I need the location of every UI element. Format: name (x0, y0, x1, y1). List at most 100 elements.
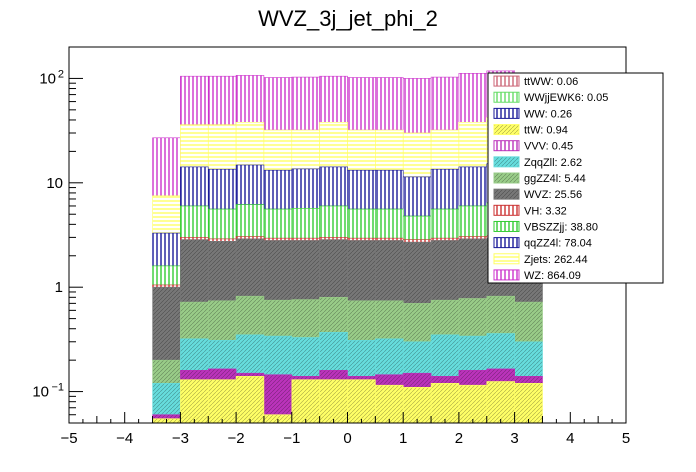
bar-zqqzll-bin-6 (319, 331, 348, 371)
bar-wz-bin-3 (235, 75, 265, 123)
bar-wvz-bin-1 (180, 239, 209, 303)
y-tick-label: 10 (32, 384, 49, 401)
bar-zqqzll-bin-11 (458, 335, 488, 371)
bar-vbszzjj-bin-7 (347, 208, 376, 239)
bar-zqqzll-bin-1 (180, 338, 209, 371)
bar-wz-bin-11 (458, 73, 488, 123)
bar-ttw-bin-1 (180, 379, 209, 424)
legend-swatch (493, 124, 520, 136)
bar-ttw-bin-3 (235, 375, 265, 424)
x-tick-label: 3 (510, 430, 518, 447)
bar-vh-bin-9 (402, 239, 432, 243)
legend-swatch (493, 107, 520, 119)
bar-zqqzll-bin-3 (235, 334, 265, 374)
bar-ttw-bin-6 (319, 379, 348, 424)
bar-vvv-bin-12 (486, 368, 515, 382)
bar-ggzz4l-bin-0 (152, 359, 181, 384)
legend-swatch (493, 172, 520, 184)
bar-qqzz4l-bin-5 (291, 168, 320, 209)
bar-zqqzll-bin-4 (263, 335, 293, 376)
y-tick-exponent: 2 (58, 68, 64, 80)
bar-vvv-bin-1 (180, 369, 209, 380)
x-tick-label: −1 (283, 430, 300, 447)
bar-qqzz4l-bin-10 (430, 168, 460, 210)
bar-wz-bin-8 (375, 77, 404, 131)
legend-entry-label: WZ: 864.09 (524, 270, 581, 282)
bar-zqqzll-bin-7 (347, 339, 376, 377)
bar-vh-bin-11 (458, 236, 488, 240)
y-tick-exponent: −1 (51, 382, 64, 394)
legend-entry-label: Zjets: 262.44 (524, 254, 588, 266)
x-tick-label: −5 (60, 430, 77, 447)
legend-entry-label: qqZZ4l: 78.04 (524, 238, 592, 250)
bar-vh-bin-1 (180, 237, 209, 240)
legend-swatch (493, 237, 520, 249)
y-tick-label: 10 (39, 70, 56, 87)
bar-vvv-bin-6 (319, 369, 348, 380)
bar-vvv-bin-2 (208, 368, 237, 380)
bar-wvz-bin-4 (263, 240, 293, 301)
bar-ggzz4l-bin-12 (486, 295, 515, 334)
legend-entry-label: VVV: 0.45 (524, 141, 573, 153)
bar-qqzz4l-bin-6 (319, 166, 348, 207)
legend-swatch (493, 220, 520, 232)
legend-swatch (493, 204, 520, 216)
legend-swatch (493, 156, 520, 168)
bar-qqzz4l-bin-3 (235, 164, 265, 205)
bar-vvv-bin-11 (458, 369, 488, 386)
bar-zqqzll-bin-9 (402, 341, 432, 374)
bar-ttw-bin-9 (402, 386, 432, 424)
legend-swatch (493, 75, 520, 87)
y-tick-label: 1 (55, 279, 63, 296)
bar-vbszzjj-bin-10 (430, 208, 460, 239)
bar-wvz-bin-9 (402, 241, 432, 304)
bar-vbszzjj-bin-1 (180, 205, 209, 238)
y-tick-label: 10 (46, 175, 63, 192)
bar-ttw-bin-8 (375, 384, 404, 424)
bar-qqzz4l-bin-1 (180, 166, 209, 207)
x-tick-label: 0 (343, 430, 351, 447)
bar-zjets-bin-3 (235, 122, 265, 166)
bar-qqzz4l-bin-11 (458, 166, 488, 207)
bar-vbszzjj-bin-0 (152, 265, 181, 286)
bar-zjets-bin-5 (291, 129, 320, 170)
bar-zqqzll-bin-2 (208, 339, 237, 370)
bar-zjets-bin-2 (208, 124, 237, 170)
bar-wvz-bin-7 (347, 240, 376, 302)
bar-wz-bin-0 (152, 137, 181, 197)
bar-wz-bin-7 (347, 77, 376, 131)
bar-wz-bin-6 (319, 75, 348, 123)
bar-ggzz4l-bin-6 (319, 296, 348, 333)
bar-vvv-bin-9 (402, 372, 432, 388)
bar-ggzz4l-bin-1 (180, 301, 209, 340)
bar-wz-bin-4 (263, 77, 293, 131)
bar-ggzz4l-bin-2 (208, 300, 237, 341)
bar-zjets-bin-6 (319, 122, 348, 168)
bar-qqzz4l-bin-4 (263, 169, 293, 210)
bar-ttw-bin-11 (458, 384, 488, 424)
legend-entry-label: WW: 0.26 (524, 108, 572, 120)
x-tick-label: −3 (172, 430, 189, 447)
bar-ggzz4l-bin-8 (375, 300, 404, 340)
bar-vvv-bin-13 (514, 375, 543, 384)
bar-zjets-bin-4 (263, 129, 293, 171)
bar-vh-bin-3 (235, 236, 265, 240)
bar-zjets-bin-1 (180, 124, 209, 168)
x-tick-label: −4 (116, 430, 133, 447)
bar-ggzz4l-bin-13 (514, 301, 543, 343)
bar-vbszzjj-bin-5 (291, 208, 320, 239)
bar-qqzz4l-bin-0 (152, 232, 181, 267)
legend-entry-label: ttW: 0.94 (524, 125, 568, 137)
bar-wz-bin-5 (291, 76, 320, 131)
x-tick-label: −2 (228, 430, 245, 447)
bar-vvv-bin-0 (152, 414, 181, 419)
bar-wz-bin-2 (208, 75, 237, 125)
legend-swatch (493, 140, 520, 152)
bar-ttw-bin-2 (208, 379, 237, 424)
bar-wvz-bin-10 (430, 240, 460, 301)
bar-vvv-bin-5 (291, 375, 320, 380)
legend-entry-label: ggZZ4l: 5.44 (524, 173, 586, 185)
series-zqqzll (152, 331, 543, 415)
series-ggzz4l (152, 295, 543, 384)
